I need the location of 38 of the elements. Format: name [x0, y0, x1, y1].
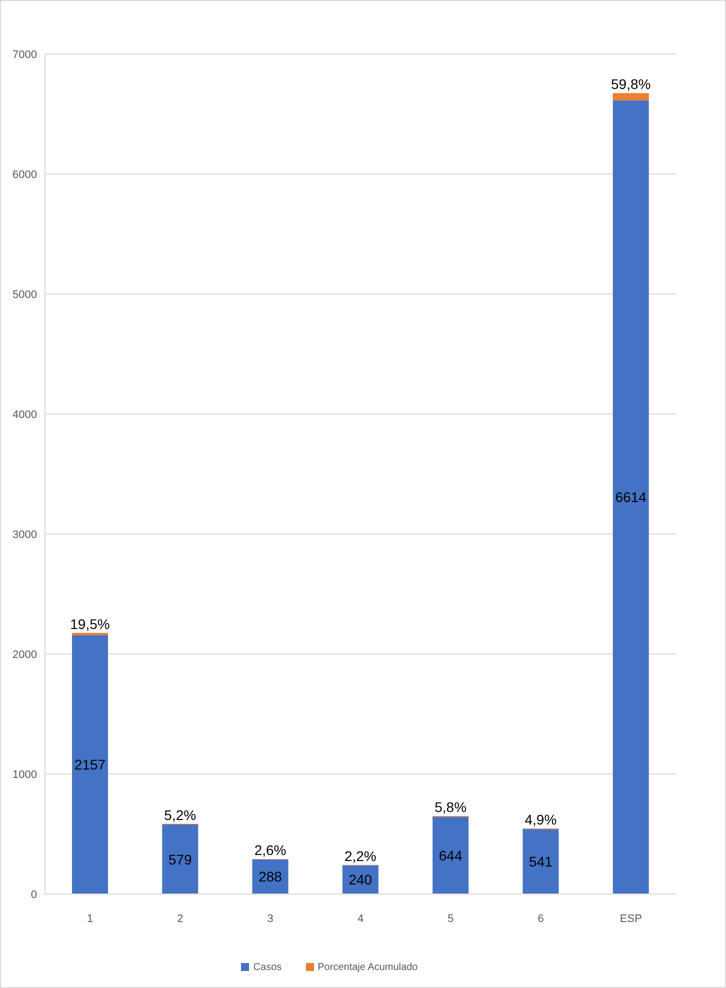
x-tick-label: 2: [177, 912, 184, 925]
legend-label: Porcentaje Acumulado: [318, 962, 418, 973]
data-label: 5,2%: [164, 806, 196, 823]
data-label: 5,8%: [434, 799, 467, 816]
y-tick-label: 6000: [12, 168, 37, 181]
y-tick-label: 1000: [12, 768, 37, 781]
x-tick-label: 4: [357, 912, 364, 925]
bar: [522, 829, 559, 894]
y-tick-label: 4000: [12, 408, 37, 421]
x-tick-label: ESP: [620, 912, 642, 925]
legend-label: Casos: [253, 962, 282, 973]
bar: [612, 93, 649, 100]
y-tick-label: 0: [30, 888, 37, 901]
bar: [162, 824, 198, 894]
x-tick-label: 3: [267, 912, 274, 925]
data-label: 19,5%: [70, 616, 110, 632]
data-label: 6614: [615, 489, 647, 506]
bar: [252, 859, 288, 894]
data-label: 4,9%: [524, 811, 557, 828]
y-tick-label: 7000: [12, 48, 37, 61]
data-label: 579: [168, 851, 192, 868]
data-label: 240: [348, 872, 372, 888]
data-label: 59,8%: [611, 76, 651, 92]
x-tick-label: 5: [448, 912, 454, 925]
data-label: 2,2%: [344, 848, 376, 864]
data-label: 288: [258, 868, 282, 885]
data-label: 2157: [74, 756, 106, 773]
data-label: 644: [438, 847, 462, 864]
bar: [72, 635, 108, 894]
data-label: 2,6%: [254, 842, 286, 858]
x-tick-label: 6: [538, 912, 544, 925]
bar: [612, 100, 649, 894]
y-tick-label: 2000: [12, 648, 37, 661]
bar: [432, 816, 469, 894]
data-label: 541: [529, 854, 553, 870]
x-tick-label: 1: [87, 912, 94, 925]
y-tick-label: 5000: [12, 288, 37, 301]
y-tick-label: 3000: [12, 528, 37, 541]
